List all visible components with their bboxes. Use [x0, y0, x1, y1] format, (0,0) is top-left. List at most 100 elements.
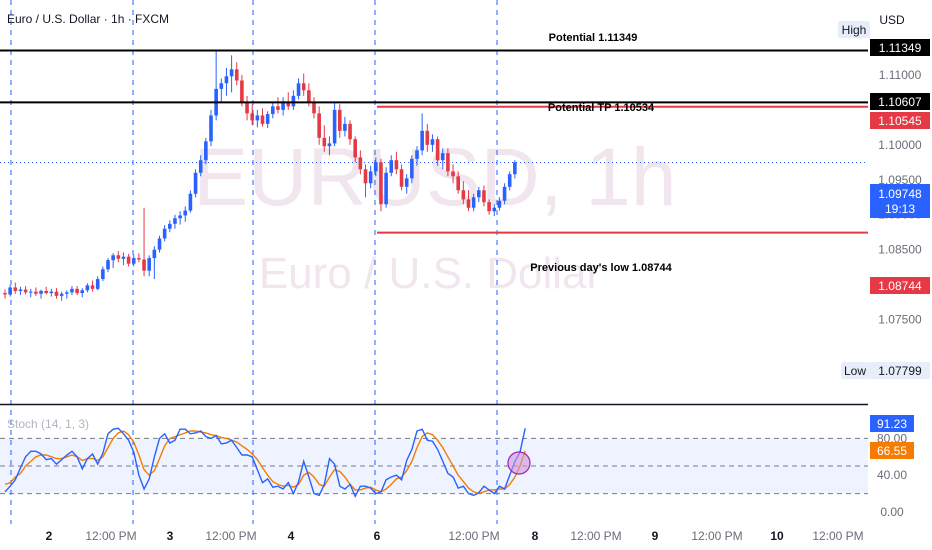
candle-body — [363, 169, 368, 184]
candle — [219, 78, 224, 102]
stoch-d-value: 66.55 — [877, 444, 907, 458]
candle-body — [317, 113, 321, 138]
candle — [456, 171, 460, 194]
candle-body — [425, 130, 430, 145]
candle — [410, 155, 414, 184]
candle-body — [116, 255, 121, 259]
candle — [374, 157, 378, 177]
candle — [343, 116, 347, 137]
candle-body — [276, 106, 280, 110]
annotation-potential-tp: Potential TP 1.10534 — [548, 102, 655, 114]
time-tick: 9 — [652, 529, 659, 543]
candle — [250, 104, 254, 126]
candle — [271, 102, 275, 119]
candle-body — [348, 123, 352, 140]
candle — [214, 50, 218, 121]
annotation-potential: Potential 1.11349 — [549, 32, 638, 44]
candle — [44, 286, 48, 295]
candle-body — [168, 223, 172, 229]
candle-body — [34, 291, 38, 294]
candle-body — [435, 139, 440, 161]
chart-title[interactable]: Euro / U.S. Dollar · 1h · FXCM — [7, 12, 169, 26]
candle-body — [513, 162, 517, 175]
candle — [337, 104, 342, 138]
candle-body — [477, 190, 481, 198]
candle — [106, 258, 110, 273]
candle — [435, 136, 440, 166]
candle-body — [471, 197, 476, 208]
candle-body — [44, 290, 48, 294]
candle-body — [162, 228, 167, 239]
candle — [49, 288, 54, 297]
candle-body — [65, 292, 69, 294]
candle — [121, 252, 126, 266]
candle — [502, 183, 507, 205]
candle — [471, 193, 476, 212]
candle — [131, 254, 136, 267]
candle-body — [291, 95, 296, 107]
candle — [147, 255, 151, 277]
time-tick: 12:00 PM — [205, 529, 256, 543]
candle — [152, 246, 157, 280]
candle-body — [286, 101, 291, 107]
time-tick: 12:00 PM — [812, 529, 863, 543]
candle-body — [142, 259, 146, 271]
time-tick: 8 — [532, 529, 539, 543]
candle-body — [399, 169, 404, 187]
candle — [420, 113, 424, 156]
candle-body — [121, 256, 126, 259]
stoch-k-value: 91.23 — [877, 417, 907, 431]
time-tick: 4 — [288, 529, 295, 543]
candle-body — [49, 291, 54, 294]
watermark-symbol: EURUSD, 1h — [193, 132, 676, 223]
candle — [70, 286, 74, 296]
candle — [229, 55, 234, 93]
candle — [116, 251, 121, 263]
stoch-k-line — [4, 427, 526, 499]
candle-body — [301, 83, 306, 91]
candle-body — [101, 269, 105, 280]
watermark-name: Euro / U.S. Dollar — [259, 249, 601, 298]
candle-body — [59, 293, 64, 296]
candle-body — [131, 258, 136, 264]
candle-body — [13, 287, 18, 291]
candle — [389, 155, 394, 177]
stoch-label[interactable]: Stoch (14, 1, 3) — [7, 417, 89, 431]
time-tick: 12:00 PM — [85, 529, 136, 543]
candle — [513, 160, 517, 179]
candle-body — [502, 186, 507, 201]
candle-body — [461, 190, 466, 200]
candle-body — [188, 193, 193, 211]
candle — [126, 253, 131, 267]
candle — [265, 111, 270, 129]
time-axis[interactable]: 2 12:00 PM 3 12:00 PM 4 6 12:00 PM 8 12:00 PM 9 12… — [46, 529, 864, 543]
candle-body — [255, 115, 260, 121]
tag-potential-tp: 1.10607 — [878, 95, 922, 109]
candle — [363, 164, 368, 198]
candle — [240, 74, 244, 107]
candle — [59, 291, 64, 301]
candle — [204, 137, 208, 165]
annotation-lines — [0, 49, 868, 234]
candle — [482, 185, 486, 207]
candle-body — [204, 141, 208, 161]
low-label: Low — [844, 364, 866, 378]
candle-body — [353, 139, 357, 158]
candle — [245, 95, 249, 121]
candle-body — [260, 115, 265, 124]
candle — [162, 225, 167, 242]
candle — [477, 186, 481, 203]
stoch-d-line — [4, 430, 526, 495]
candle-body — [90, 285, 95, 289]
candle — [28, 288, 33, 298]
candle-body — [374, 162, 378, 172]
time-tick: 12:00 PM — [448, 529, 499, 543]
price-axis[interactable]: USD 1.110001.100001.095001.090001.085001… — [838, 0, 932, 550]
time-tick: 3 — [167, 529, 174, 543]
countdown: 19:13 — [885, 202, 915, 216]
candle — [178, 211, 182, 225]
tag-potential: 1.11349 — [879, 41, 922, 55]
currency-label[interactable]: USD — [879, 13, 905, 27]
price-tick: 1.11000 — [879, 68, 922, 82]
